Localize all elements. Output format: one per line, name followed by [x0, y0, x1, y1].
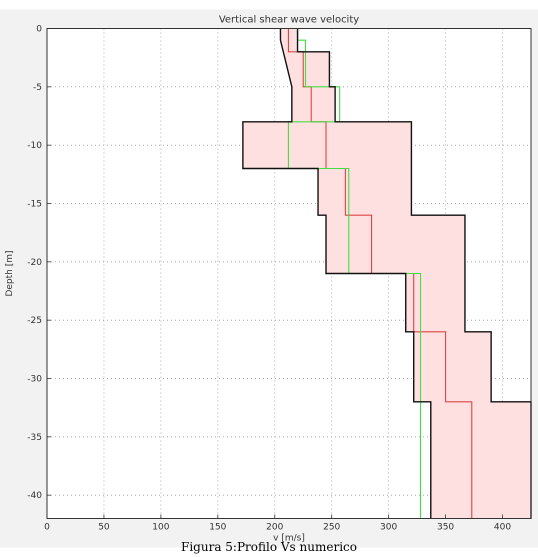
- x-tick-label: 400: [494, 523, 511, 533]
- y-tick-label: -10: [27, 141, 42, 151]
- x-tick-label: 200: [266, 523, 283, 533]
- y-tick-label: -40: [27, 491, 42, 501]
- x-tick-label: 250: [323, 523, 340, 533]
- y-tick-label: -35: [27, 433, 42, 443]
- chart-title: Vertical shear wave velocity: [219, 15, 359, 26]
- y-tick-label: -20: [27, 258, 42, 268]
- y-tick-label: 0: [36, 25, 42, 35]
- x-tick-label: 350: [437, 523, 454, 533]
- series-layer: [242, 28, 532, 519]
- series-line-2: [242, 28, 432, 519]
- x-tick-label: 300: [380, 523, 397, 533]
- y-tick-label: -5: [33, 83, 42, 93]
- series-line-3: [296, 28, 532, 519]
- y-axis-ticks: 0 -5 -10 -15 -20 -25 -30 -35 -40: [27, 25, 51, 501]
- series-line-0: [287, 28, 473, 519]
- y-tick-label: -30: [27, 375, 42, 385]
- x-tick-label: 0: [44, 523, 50, 533]
- figure-caption: Figura 5:Profilo Vs numerico: [181, 540, 357, 554]
- x-axis-ticks: 0 50 100 150 200 250 300 350 400: [44, 514, 511, 533]
- y-tick-label: -15: [27, 200, 42, 210]
- y-tick-label: -25: [27, 316, 42, 326]
- plot-frame: [46, 28, 532, 519]
- y-axis-label: Depth [m]: [5, 250, 15, 296]
- x-tick-label: 50: [98, 523, 110, 533]
- x-tick-label: 150: [209, 523, 226, 533]
- x-tick-label: 100: [152, 523, 169, 533]
- x-axis-label: v [m/s]: [273, 534, 305, 544]
